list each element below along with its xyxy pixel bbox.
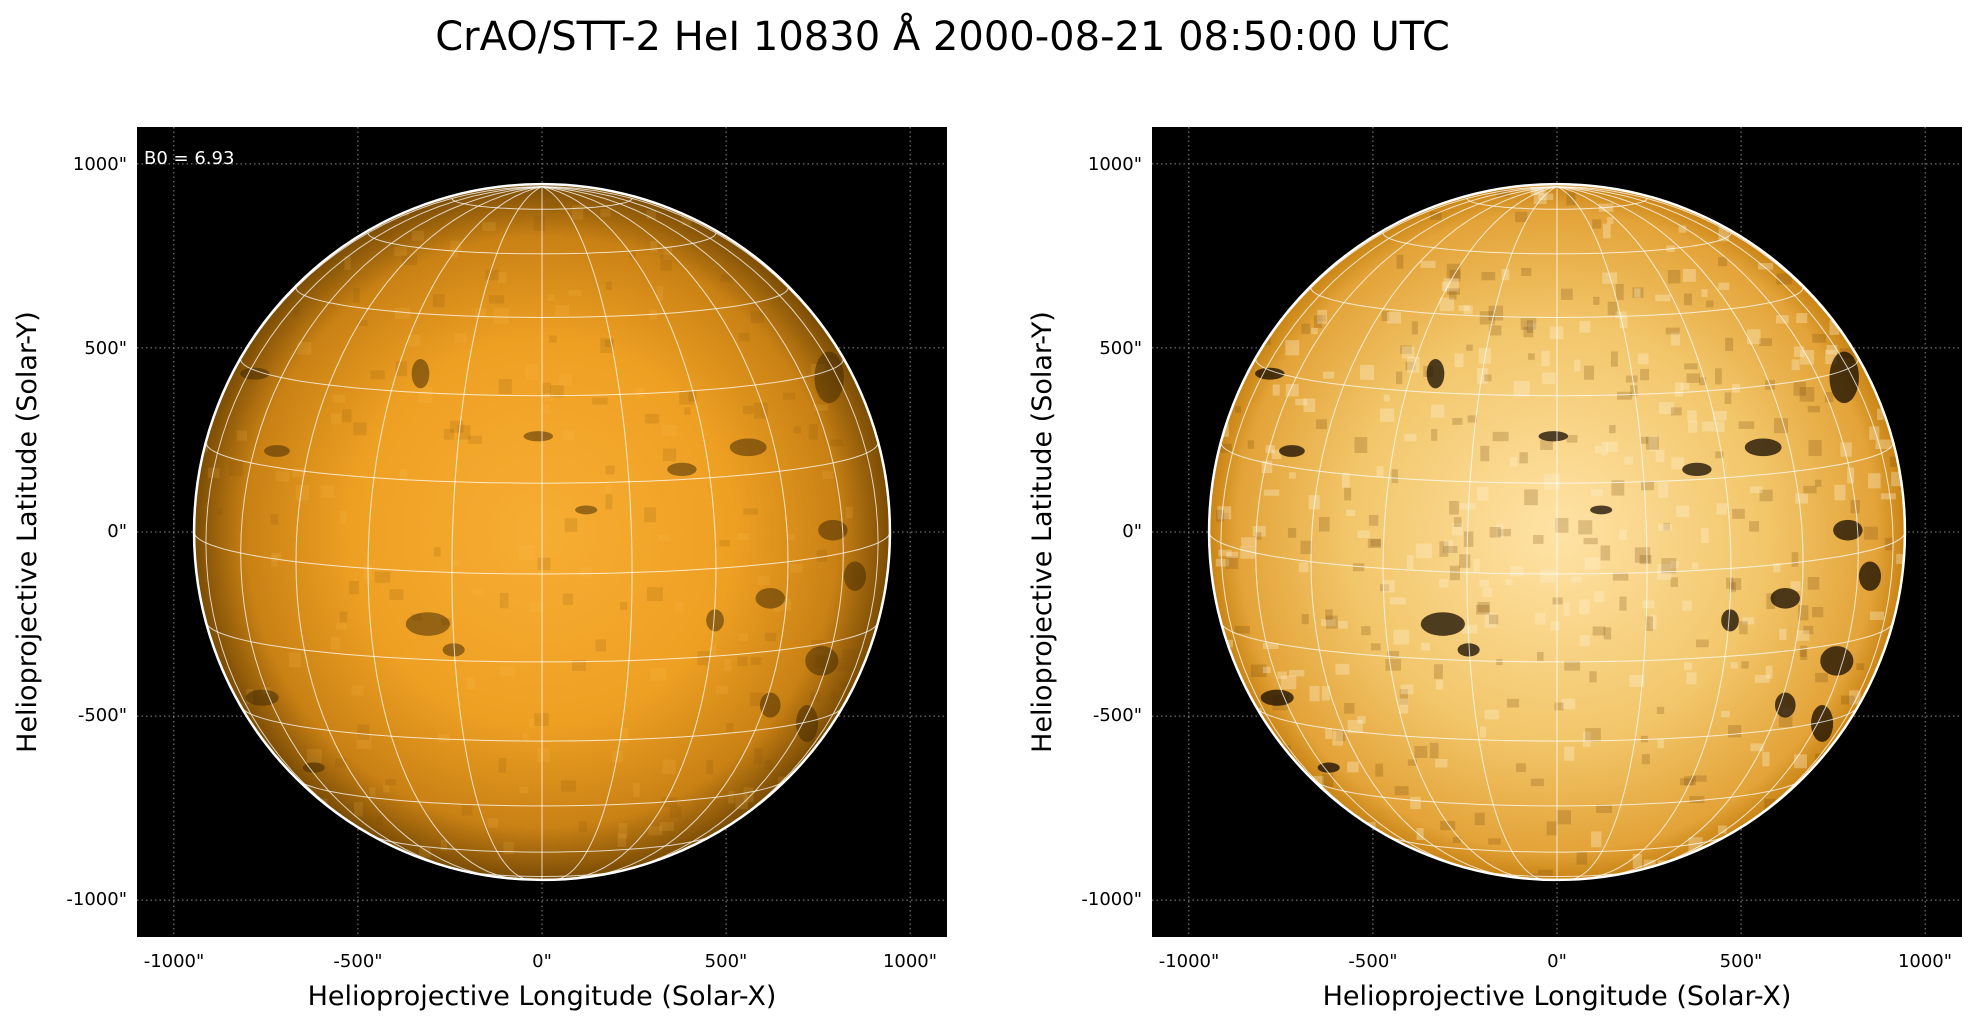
longitude-gridline — [295, 186, 543, 879]
dark-filament — [1829, 351, 1859, 404]
dark-filament — [1770, 587, 1800, 609]
dark-filament — [814, 351, 844, 404]
dark-filament — [706, 609, 724, 632]
right-xtick: 500" — [1719, 951, 1763, 972]
dark-filament — [818, 519, 848, 541]
right-solar-disk-map — [1152, 127, 1962, 937]
longitude-gridline — [367, 186, 543, 880]
dark-filament — [755, 587, 785, 609]
right-ytick: -1000" — [1081, 889, 1142, 910]
dark-filament — [805, 646, 839, 676]
right-xtick: -1000" — [1158, 951, 1220, 972]
left-ytick: 0" — [107, 521, 127, 542]
dark-filament — [1858, 561, 1881, 591]
longitude-gridline — [205, 186, 543, 853]
dark-filament — [1260, 689, 1294, 706]
longitude-gridline — [451, 186, 543, 881]
dark-filament — [1457, 643, 1480, 657]
dark-filament — [405, 612, 450, 636]
left-ytick: 500" — [84, 338, 127, 359]
longitude-gridline — [1310, 186, 1558, 879]
dark-filament — [302, 762, 325, 773]
longitude-gridline — [541, 186, 844, 875]
left-ytick: -500" — [77, 705, 127, 726]
dark-filament — [1538, 431, 1569, 442]
left-xtick: -500" — [333, 951, 383, 972]
dark-filament — [1811, 705, 1834, 742]
dark-filament — [1279, 445, 1305, 457]
right-xtick: 1000" — [1897, 951, 1953, 972]
longitude-gridline — [240, 186, 543, 875]
right-xtick: -500" — [1348, 951, 1398, 972]
right-ytick: 1000" — [1087, 154, 1142, 175]
dark-filament — [759, 692, 781, 718]
left-xtick: -1000" — [143, 951, 205, 972]
longitude-gridline — [541, 186, 633, 881]
right-ytick: 0" — [1122, 521, 1142, 542]
dark-filament — [1833, 519, 1863, 541]
left-ytick: -1000" — [66, 889, 127, 910]
dark-filament — [1590, 505, 1613, 515]
dark-filament — [1255, 367, 1285, 380]
dark-filament — [843, 561, 866, 591]
left-xtick: 500" — [704, 951, 748, 972]
solar-limb — [192, 182, 892, 882]
dark-filament — [442, 643, 465, 657]
dark-filament — [245, 689, 279, 706]
left-xtick: 0" — [532, 951, 552, 972]
left-solar-disk-map — [137, 127, 947, 937]
dark-filament — [1426, 358, 1445, 389]
b0-annotation: B0 = 6.93 — [144, 148, 235, 169]
longitude-gridline — [1255, 186, 1558, 875]
longitude-gridline — [1556, 186, 1894, 853]
solar-limb — [1207, 182, 1907, 882]
dark-filament — [240, 367, 270, 380]
longitude-gridline — [541, 186, 717, 880]
longitude-gridline — [1556, 186, 1648, 881]
dark-filament — [729, 438, 767, 457]
dark-filament — [1721, 609, 1739, 632]
longitude-gridline — [541, 186, 879, 853]
dark-filament — [1820, 646, 1854, 676]
left-xtick: 1000" — [882, 951, 938, 972]
left-ytick: 1000" — [72, 154, 127, 175]
dark-filament — [1682, 462, 1712, 477]
right-x-axis-label: Helioprojective Longitude (Solar-X) — [1322, 981, 1792, 1012]
figure-title: CrAO/STT-2 HeI 10830 Å 2000-08-21 08:50:… — [435, 14, 1450, 60]
right-solar-image-panel — [1152, 127, 1962, 937]
longitude-gridline — [1220, 186, 1558, 853]
dark-filament — [523, 431, 554, 442]
left-solar-image-panel — [137, 127, 947, 937]
left-x-axis-label: Helioprojective Longitude (Solar-X) — [307, 981, 777, 1012]
dark-filament — [575, 505, 598, 515]
dark-filament — [796, 705, 819, 742]
longitude-gridline — [1466, 186, 1558, 881]
dark-filament — [1744, 438, 1782, 457]
dark-filament — [1317, 762, 1340, 773]
right-ytick: -500" — [1092, 705, 1142, 726]
longitude-gridline — [541, 186, 789, 879]
longitude-gridline — [1382, 186, 1558, 880]
longitude-gridline — [1556, 186, 1859, 875]
right-ytick: 500" — [1099, 338, 1142, 359]
longitude-gridline — [1556, 186, 1804, 879]
dark-filament — [667, 462, 697, 477]
dark-filament — [1774, 692, 1796, 718]
dark-filament — [1420, 612, 1465, 636]
dark-filament — [411, 358, 430, 389]
longitude-gridline — [1556, 186, 1732, 880]
dark-filament — [264, 445, 290, 457]
right-xtick: 0" — [1547, 951, 1567, 972]
